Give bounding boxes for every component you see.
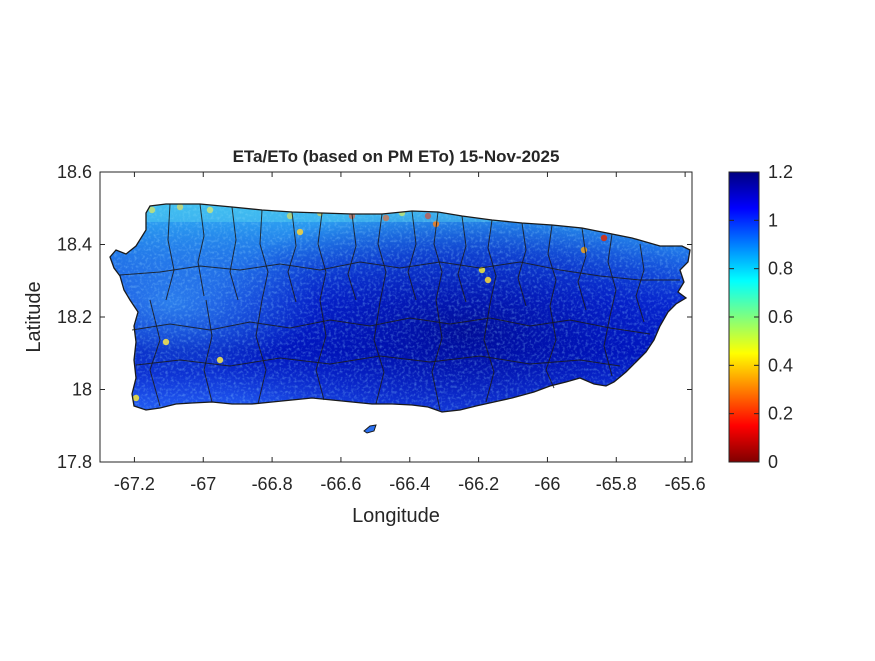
municipality-boundaries (119, 203, 680, 411)
x-tick-label-0: -67.2 (114, 474, 155, 494)
municipality-boundary-10 (457, 215, 467, 303)
x-tick-label-1: -67 (190, 474, 216, 494)
colorbar-tick-label-5: 1 (768, 210, 778, 230)
hotspot-1 (176, 204, 184, 211)
colorbar-tick-label-1: 0.2 (768, 404, 793, 424)
municipality-boundary-5 (317, 212, 327, 301)
y-axis: 17.8 18 18.2 18.4 18.6 (57, 162, 692, 472)
municipality-boundary-3 (259, 209, 269, 301)
colorbar-tick-label-4: 0.8 (768, 259, 793, 279)
hotspot-0 (148, 206, 156, 214)
municipality-boundary-22 (315, 299, 327, 401)
colorbar: 0 0.2 0.4 0.6 0.8 1 1.2 (728, 162, 793, 472)
island-raster (109, 203, 691, 434)
y-tick-label-0: 17.8 (57, 452, 92, 472)
hotspot-17 (296, 228, 304, 236)
municipality-boundary-27 (603, 315, 613, 377)
municipality-boundary-28 (135, 355, 621, 367)
map-title: ETa/ETo (based on PM ETo) 15-Nov-2025 (233, 147, 560, 166)
hotspot-11 (484, 276, 492, 284)
municipality-boundary-9 (433, 211, 443, 301)
x-tick-label-3: -66.6 (320, 474, 361, 494)
hotspot-6 (382, 214, 390, 222)
colorbar-tick-label-0: 0 (768, 452, 778, 472)
municipality-boundary-0 (165, 203, 175, 301)
municipality-boundary-18 (131, 317, 651, 335)
colorbar-tick-label-6: 1.2 (768, 162, 793, 182)
y-tick-label-1: 18 (72, 380, 92, 400)
colorbar-ticks: 0 0.2 0.4 0.6 0.8 1 1.2 (729, 162, 793, 472)
hotspot-2 (206, 206, 214, 214)
municipality-boundary-2 (229, 206, 239, 301)
x-tick-label-2: -66.8 (252, 474, 293, 494)
colorbar-tick-label-3: 0.6 (768, 307, 793, 327)
x-tick-label-4: -66.4 (389, 474, 430, 494)
island-texture (110, 204, 690, 412)
municipality-boundary-13 (547, 224, 557, 307)
hotspot-15 (162, 338, 170, 346)
y-tick-label-2: 18.2 (57, 307, 92, 327)
x-tick-label-8: -65.6 (665, 474, 706, 494)
municipality-boundary-19 (149, 299, 161, 407)
x-tick-label-5: -66.2 (458, 474, 499, 494)
hotspot-8 (424, 212, 432, 220)
hotspot-14 (132, 394, 140, 402)
municipality-boundary-4 (287, 211, 297, 303)
municipality-boundary-15 (607, 233, 617, 317)
colorbar-tick-label-2: 0.4 (768, 355, 793, 375)
municipality-boundary-1 (197, 203, 205, 297)
municipality-boundary-16 (635, 243, 645, 323)
x-tick-label-6: -66 (534, 474, 560, 494)
hotspot-13 (600, 234, 608, 242)
municipality-boundary-7 (377, 213, 387, 303)
caja-de-muertos-islet (363, 424, 377, 434)
municipality-boundary-24 (431, 299, 443, 411)
y-tick-label-3: 18.4 (57, 235, 92, 255)
municipality-boundary-21 (255, 299, 267, 405)
municipality-boundary-8 (407, 210, 417, 301)
x-axis-label: Longitude (352, 505, 440, 527)
municipality-boundary-26 (545, 305, 557, 389)
x-tick-label-7: -65.8 (596, 474, 637, 494)
hotspot-16 (216, 356, 224, 364)
x-axis: -67.2 -67 -66.8 -66.6 -66.4 -66.2 -66 -65.8 -65.… (114, 172, 706, 494)
y-tick-label-4: 18.6 (57, 162, 92, 182)
municipality-boundary-12 (517, 222, 527, 307)
y-axis-label: Latitude (23, 281, 45, 352)
municipality-boundary-11 (487, 219, 497, 305)
municipality-boundary-25 (483, 303, 495, 403)
municipality-boundary-14 (577, 227, 587, 311)
municipality-boundary-6 (347, 213, 357, 301)
municipality-boundary-20 (203, 299, 213, 403)
municipality-boundary-17 (119, 261, 680, 281)
hotspot-3 (286, 212, 294, 220)
hotspot-12 (580, 246, 588, 254)
